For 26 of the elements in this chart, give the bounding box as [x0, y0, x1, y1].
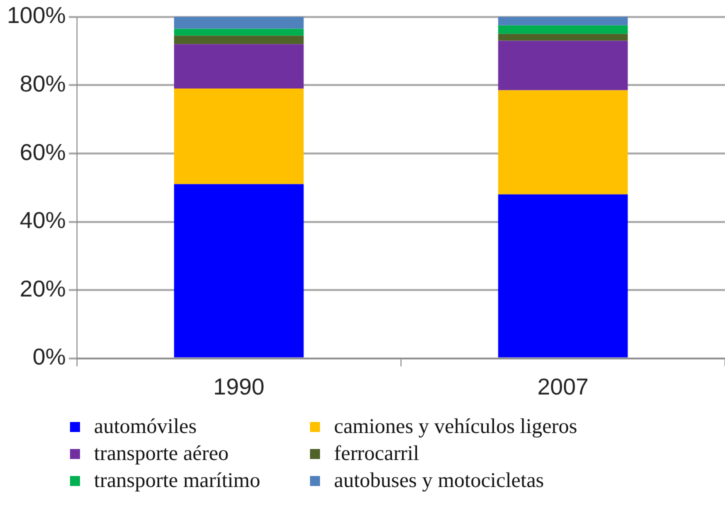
bar — [498, 16, 628, 26]
legend-label: ferrocarril — [334, 441, 420, 466]
bar — [174, 36, 304, 44]
bar — [498, 194, 628, 358]
bar — [174, 88, 304, 184]
bar — [498, 40, 628, 90]
y-tick-label: 20% — [20, 275, 66, 302]
y-tick-label: 100% — [6, 2, 66, 28]
bar — [174, 28, 304, 36]
y-tick-label: 40% — [20, 207, 66, 234]
x-tick-label: 1990 — [213, 374, 264, 400]
legend-label: camiones y vehículos ligeros — [334, 414, 578, 439]
y-tick-label: 60% — [20, 138, 66, 165]
bar — [174, 44, 304, 89]
legend-label: autobuses y motocicletas — [334, 468, 544, 493]
bar — [174, 184, 304, 358]
bar — [498, 25, 628, 34]
y-tick-label: 0% — [32, 344, 66, 370]
legend-label: transporte marítimo — [94, 468, 260, 493]
x-tick-label: 2007 — [537, 374, 589, 400]
bar — [498, 90, 628, 194]
bar — [174, 16, 304, 29]
legend-label: automóviles — [94, 414, 197, 439]
y-tick-label: 80% — [20, 70, 66, 96]
bar — [498, 34, 628, 41]
legend-label: transporte aéreo — [94, 441, 229, 466]
